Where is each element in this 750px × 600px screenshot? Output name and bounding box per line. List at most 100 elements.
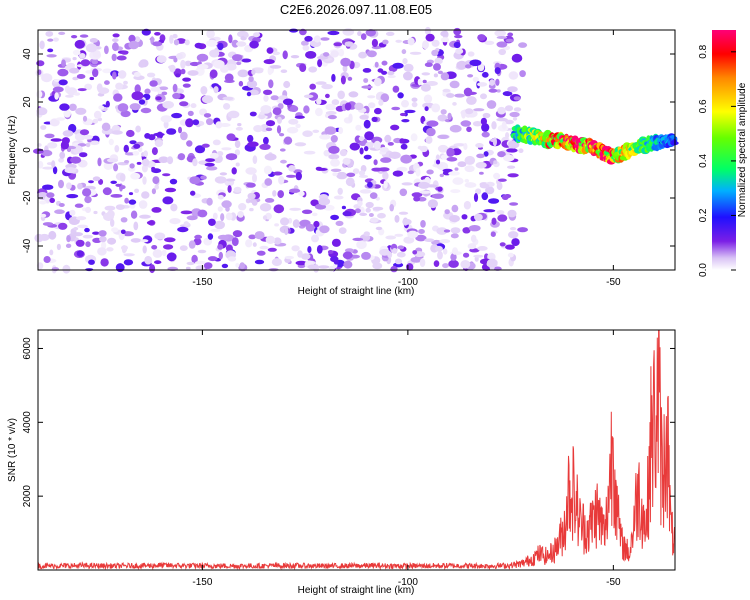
spectrogram-cell: [82, 188, 92, 197]
spectrogram-cell: [142, 245, 147, 254]
spectrogram-cell: [113, 93, 123, 102]
spectrogram-cell: [394, 233, 404, 237]
spectrogram-cell: [132, 150, 140, 156]
spectrogram-cell: [401, 99, 409, 108]
spectrogram-cell: [192, 158, 198, 167]
spectrogram-cell: [424, 62, 433, 67]
spectrogram-cell: [407, 230, 419, 239]
spectrogram-cell: [180, 59, 186, 69]
spectrogram-cell: [160, 115, 172, 123]
spectrogram-cell: [52, 86, 64, 93]
spectrogram-cell: [505, 244, 515, 250]
spectrogram-cell: [497, 214, 508, 222]
spectrogram-y-label: Frequency (Hz): [7, 116, 18, 185]
spectrogram-cell: [512, 116, 518, 121]
spectrogram-cell: [412, 250, 418, 255]
spectrogram-cell: [380, 157, 392, 163]
spectrogram-cell: [482, 71, 489, 78]
spectrogram-cell: [273, 237, 282, 245]
spectrogram-cell: [194, 42, 203, 49]
spectrogram-cell: [327, 115, 337, 120]
spectrogram-cell: [218, 251, 223, 260]
spectrogram-cell: [151, 207, 162, 213]
spectrogram-cell: [187, 70, 199, 76]
spectrogram-cell: [159, 86, 169, 91]
spectrogram-cell: [112, 33, 120, 38]
spectrogram-cell: [80, 59, 91, 67]
spectrogram-cell: [252, 173, 257, 183]
spectrogram-cell: [51, 160, 56, 168]
spectrogram-cell: [503, 154, 515, 162]
spectrogram-cell: [472, 121, 483, 127]
spectrogram-cell: [140, 239, 149, 243]
spectrogram-cell: [345, 177, 355, 187]
spectrogram-cell: [368, 102, 376, 109]
spectrogram-cell: [130, 238, 142, 243]
spectrogram-cell: [365, 207, 371, 213]
spectrogram-cell: [201, 95, 214, 104]
spectrogram-cell: [237, 211, 244, 218]
spectrogram-cell: [488, 88, 498, 93]
spectrogram-cell: [190, 103, 197, 109]
spectrogram-cell: [112, 71, 117, 80]
spectrogram-cell: [177, 226, 189, 233]
spectrogram-cell: [206, 39, 218, 47]
spectrogram-cell: [440, 30, 449, 37]
spectrogram-cell: [371, 116, 378, 122]
spectrogram-cell: [235, 126, 243, 131]
spectrogram-cell: [223, 103, 231, 110]
spectrogram-cell: [291, 245, 300, 252]
spectrogram-cell: [381, 60, 388, 66]
spectrogram-cell: [113, 163, 119, 172]
spectrogram-cell: [69, 103, 77, 112]
spectrogram-cell: [72, 49, 81, 56]
spectrogram-cell: [77, 183, 83, 190]
spectrogram-cell: [39, 40, 45, 50]
spectrogram-cell: [327, 30, 340, 36]
spectrogram-cell: [63, 109, 71, 118]
spectrogram-cell: [166, 128, 177, 135]
spectrogram-cell: [402, 218, 412, 225]
spectrogram-cell: [496, 36, 508, 39]
spectrogram-cell: [449, 80, 460, 89]
spectrogram-cell: [409, 51, 422, 55]
spectrogram-cell: [104, 80, 110, 85]
spectrogram-cell: [401, 182, 413, 186]
spectrogram-cell: [265, 127, 273, 132]
spectrogram-cell: [263, 59, 275, 65]
spectrogram-cell: [183, 221, 189, 227]
spectrogram-cell: [387, 71, 395, 76]
spectrogram-cell: [40, 213, 47, 218]
spectrogram-cell: [69, 209, 76, 216]
spectrogram-cell: [282, 98, 294, 106]
spectrogram-cell: [491, 121, 497, 130]
spectrogram-cell: [264, 198, 275, 203]
snr-y-tick-label: 6000: [22, 337, 33, 360]
spectrogram-cell: [71, 35, 78, 39]
spectrogram-cell: [219, 123, 231, 127]
spectrogram-cell: [418, 229, 425, 234]
spectrogram-cell: [333, 259, 339, 265]
spectrogram-cell: [196, 63, 209, 70]
spectrogram-cell: [217, 194, 224, 200]
spectrogram-cell: [501, 121, 507, 130]
spectrogram-cell: [85, 241, 91, 248]
spectrogram-cell: [217, 234, 229, 240]
spectrogram-cell: [319, 134, 331, 140]
spectrogram-cell: [40, 125, 47, 130]
spectrogram-cell: [518, 148, 524, 153]
spectrogram-cell: [154, 184, 159, 190]
spectrogram-cell: [60, 140, 69, 150]
spectrogram-cell: [129, 163, 135, 169]
spectrogram-cell: [362, 68, 372, 73]
spectrogram-cell: [312, 212, 318, 217]
spectrogram-cell: [178, 126, 182, 134]
spectrogram-cell: [180, 68, 186, 75]
spectrogram-cell: [70, 156, 82, 164]
spectrogram-cell: [425, 33, 435, 42]
spectrogram-cell: [325, 111, 337, 115]
spectrogram-cell: [263, 136, 269, 145]
spectrogram-cell: [452, 177, 464, 185]
spectrogram-cell: [84, 227, 90, 233]
spectrogram-cell: [402, 58, 408, 65]
